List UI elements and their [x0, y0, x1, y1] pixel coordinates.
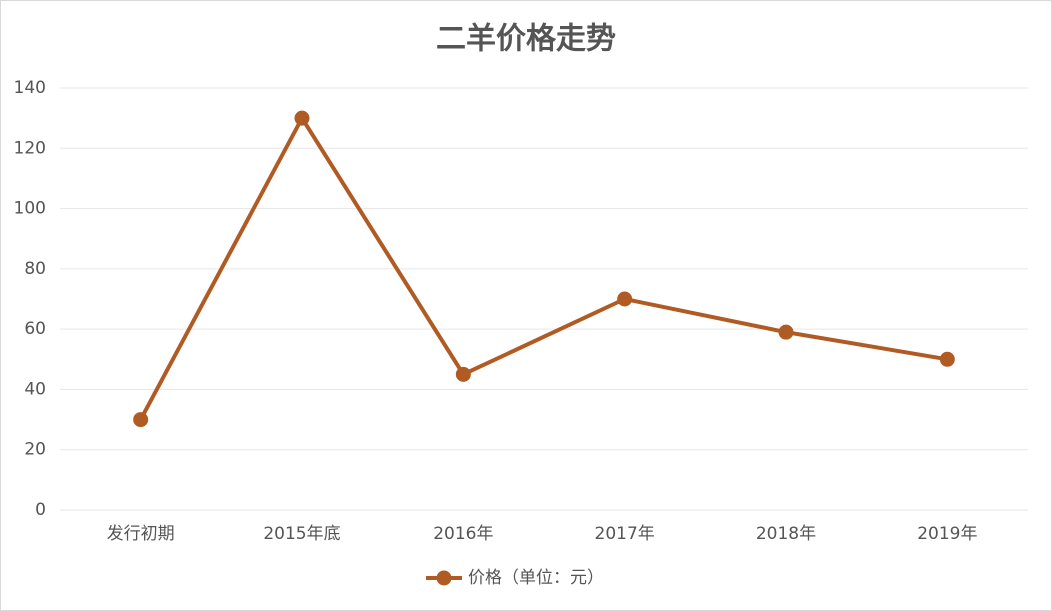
- x-tick-label: 2018年: [756, 524, 816, 544]
- series-line: [138, 116, 948, 421]
- point: [133, 412, 149, 428]
- point: [455, 366, 471, 382]
- chart-title: 二羊价格走势: [436, 22, 616, 57]
- point: [778, 324, 794, 340]
- x-tick-label: 2019年: [917, 524, 977, 544]
- legend-marker: [436, 570, 452, 586]
- point: [939, 351, 955, 367]
- x-tick-label: 2017年: [595, 524, 655, 544]
- y-tick-label: 60: [24, 319, 46, 339]
- x-tick-label: 2016年: [433, 524, 493, 544]
- y-tick-label: 80: [24, 259, 46, 279]
- x-tick-label: 2015年底: [263, 524, 340, 544]
- y-tick-label: 120: [14, 138, 46, 158]
- y-tick-label: 100: [14, 199, 46, 219]
- x-tick-label: 发行初期: [107, 524, 175, 544]
- y-tick-label: 140: [14, 78, 46, 98]
- legend-label: 价格（单位：元）: [468, 568, 604, 588]
- y-tick-label: 40: [24, 379, 46, 399]
- point: [294, 110, 310, 126]
- point: [617, 291, 633, 307]
- y-tick-label: 20: [24, 440, 46, 460]
- y-tick-label: 0: [35, 500, 46, 520]
